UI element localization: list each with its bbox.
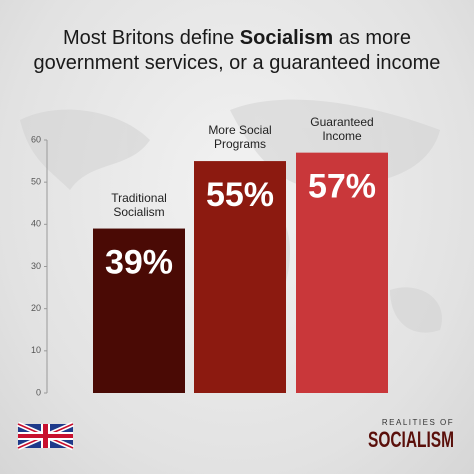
bar	[194, 161, 286, 393]
y-tick-label: 0	[36, 387, 41, 397]
title-run: Most Britons define	[63, 27, 240, 49]
bar	[93, 228, 185, 393]
chart-title: Most Britons define Socialism as more go…	[27, 26, 447, 76]
y-tick-label: 50	[31, 177, 41, 187]
y-tick-label: 60	[31, 134, 41, 144]
y-tick-label: 20	[31, 303, 41, 313]
y-tick-label: 40	[31, 219, 41, 229]
value-label: 57%	[308, 168, 376, 206]
title-run: Socialism	[239, 27, 334, 49]
title-run: as more government services, or a guaran…	[33, 27, 441, 74]
brand-line1: REALITIES OF	[382, 418, 454, 427]
y-tick-label: 10	[31, 345, 41, 355]
uk-flag	[17, 421, 74, 451]
category-label: More Social Programs	[208, 123, 272, 152]
value-label: 55%	[206, 176, 274, 214]
category-label: Traditional Socialism	[111, 190, 167, 219]
value-label: 39%	[105, 244, 173, 282]
category-label: Guaranteed Income	[310, 114, 374, 143]
bar	[296, 152, 388, 393]
y-tick-label: 30	[31, 261, 41, 271]
brand-line2: SOCIALISM	[368, 427, 454, 452]
